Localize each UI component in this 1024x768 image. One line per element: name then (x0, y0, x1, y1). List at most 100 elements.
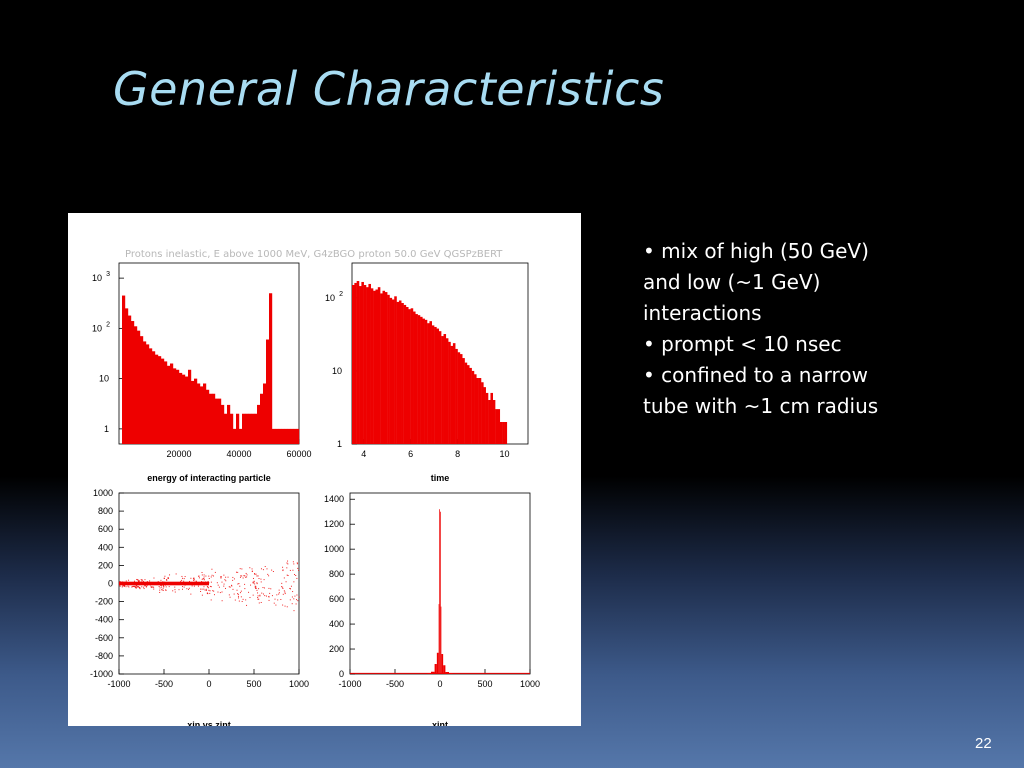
histogram-bar (140, 336, 144, 444)
scatter-point (161, 585, 163, 587)
scatter-point (133, 585, 135, 587)
y-tick-label: 1000 (93, 488, 113, 498)
scatter-point (217, 591, 219, 593)
histogram-bar (191, 380, 195, 444)
scatter-point (252, 594, 254, 596)
histogram-bar (143, 341, 147, 444)
scatter-point (174, 589, 176, 591)
y-tick-label: 10 (92, 273, 102, 283)
scatter-point (293, 581, 295, 583)
histogram-bar (366, 287, 369, 444)
scatter-point (142, 580, 144, 582)
scatter-point (289, 587, 291, 589)
y-tick-label: 600 (329, 594, 344, 604)
scatter-point (161, 588, 163, 590)
scatter-point (137, 579, 139, 581)
scatter-point (123, 584, 125, 586)
scatter-point (159, 591, 161, 593)
scatter-point (293, 610, 295, 612)
histogram-bar (281, 428, 285, 444)
scatter-point (284, 593, 286, 595)
scatter-point (189, 580, 191, 582)
histogram-bar (483, 387, 486, 444)
scatter-point (147, 581, 149, 583)
scatter-point (207, 580, 209, 582)
histogram-bar (424, 319, 428, 444)
scatter-point (296, 599, 298, 601)
scatter-point (206, 585, 208, 587)
scatter-point (204, 589, 206, 591)
scatter-point (163, 577, 165, 579)
scatter-point (244, 575, 246, 577)
scatter-point (174, 591, 176, 593)
histogram-bar (275, 428, 279, 444)
scatter-point (209, 590, 211, 592)
histogram-bar (236, 413, 240, 444)
scatter-point (257, 596, 259, 598)
scatter-point (214, 571, 216, 573)
y-tick-label: 10 (332, 366, 342, 376)
scatter-point (143, 581, 145, 583)
histogram-bar (182, 374, 186, 444)
scatter-point (255, 573, 257, 575)
scatter-point (207, 587, 209, 589)
scatter-point (282, 587, 284, 589)
histogram-bar (408, 309, 411, 444)
scatter-point (180, 580, 182, 582)
scatter-point (173, 582, 175, 584)
histogram-bar (438, 604, 440, 674)
scatter-point (295, 603, 297, 605)
scatter-point (292, 591, 294, 593)
scatter-point (201, 574, 203, 576)
histogram-bar (389, 297, 393, 444)
histogram-bar (248, 413, 252, 444)
histogram-bar (356, 281, 360, 444)
scatter-point (287, 575, 289, 577)
histogram-bar (417, 315, 421, 444)
histogram-bar (448, 341, 451, 444)
scatter-point (233, 593, 235, 595)
histogram-bar (387, 294, 390, 444)
bullet-line: • mix of high (50 GeV) (643, 239, 869, 263)
scatter-point (289, 569, 291, 571)
scatter-point (203, 588, 205, 590)
scatter-point (223, 574, 225, 576)
histogram-bar (200, 386, 204, 444)
scatter-point (135, 584, 137, 586)
scatter-point (201, 588, 203, 590)
scatter-point (184, 584, 186, 586)
scatter-point (236, 589, 238, 591)
scatter-point (203, 579, 205, 581)
scatter-point (232, 579, 234, 581)
scatter-point (265, 595, 267, 597)
scatter-point (237, 597, 239, 599)
scatter-point (124, 585, 126, 587)
y-tick-label: -600 (95, 633, 113, 643)
scatter-point (165, 589, 167, 591)
histogram-bar (455, 348, 458, 444)
scatter-point (268, 587, 270, 589)
scatter-point (274, 598, 276, 600)
scatter-point (184, 583, 186, 585)
y-tick-exponent: 2 (106, 321, 110, 328)
scatter-point (153, 588, 155, 590)
scatter-point (145, 583, 147, 585)
histogram-bar (499, 422, 503, 444)
histogram-bar (439, 509, 440, 674)
histogram-bar (161, 358, 165, 444)
scatter-point (249, 567, 251, 569)
scatter-point (135, 587, 137, 589)
histogram-bar (490, 392, 493, 444)
histogram-bar (481, 382, 484, 444)
scatter-point (206, 592, 208, 594)
scatter-point (254, 573, 256, 575)
scatter-point (165, 589, 167, 591)
x-tick-label: 4 (361, 449, 366, 459)
scatter-point (250, 584, 252, 586)
scatter-point (262, 593, 264, 595)
scatter-point (159, 581, 161, 583)
scatter-point (219, 592, 221, 594)
histogram-bar (361, 281, 364, 444)
scatter-point (139, 581, 141, 583)
scatter-point (211, 574, 213, 576)
